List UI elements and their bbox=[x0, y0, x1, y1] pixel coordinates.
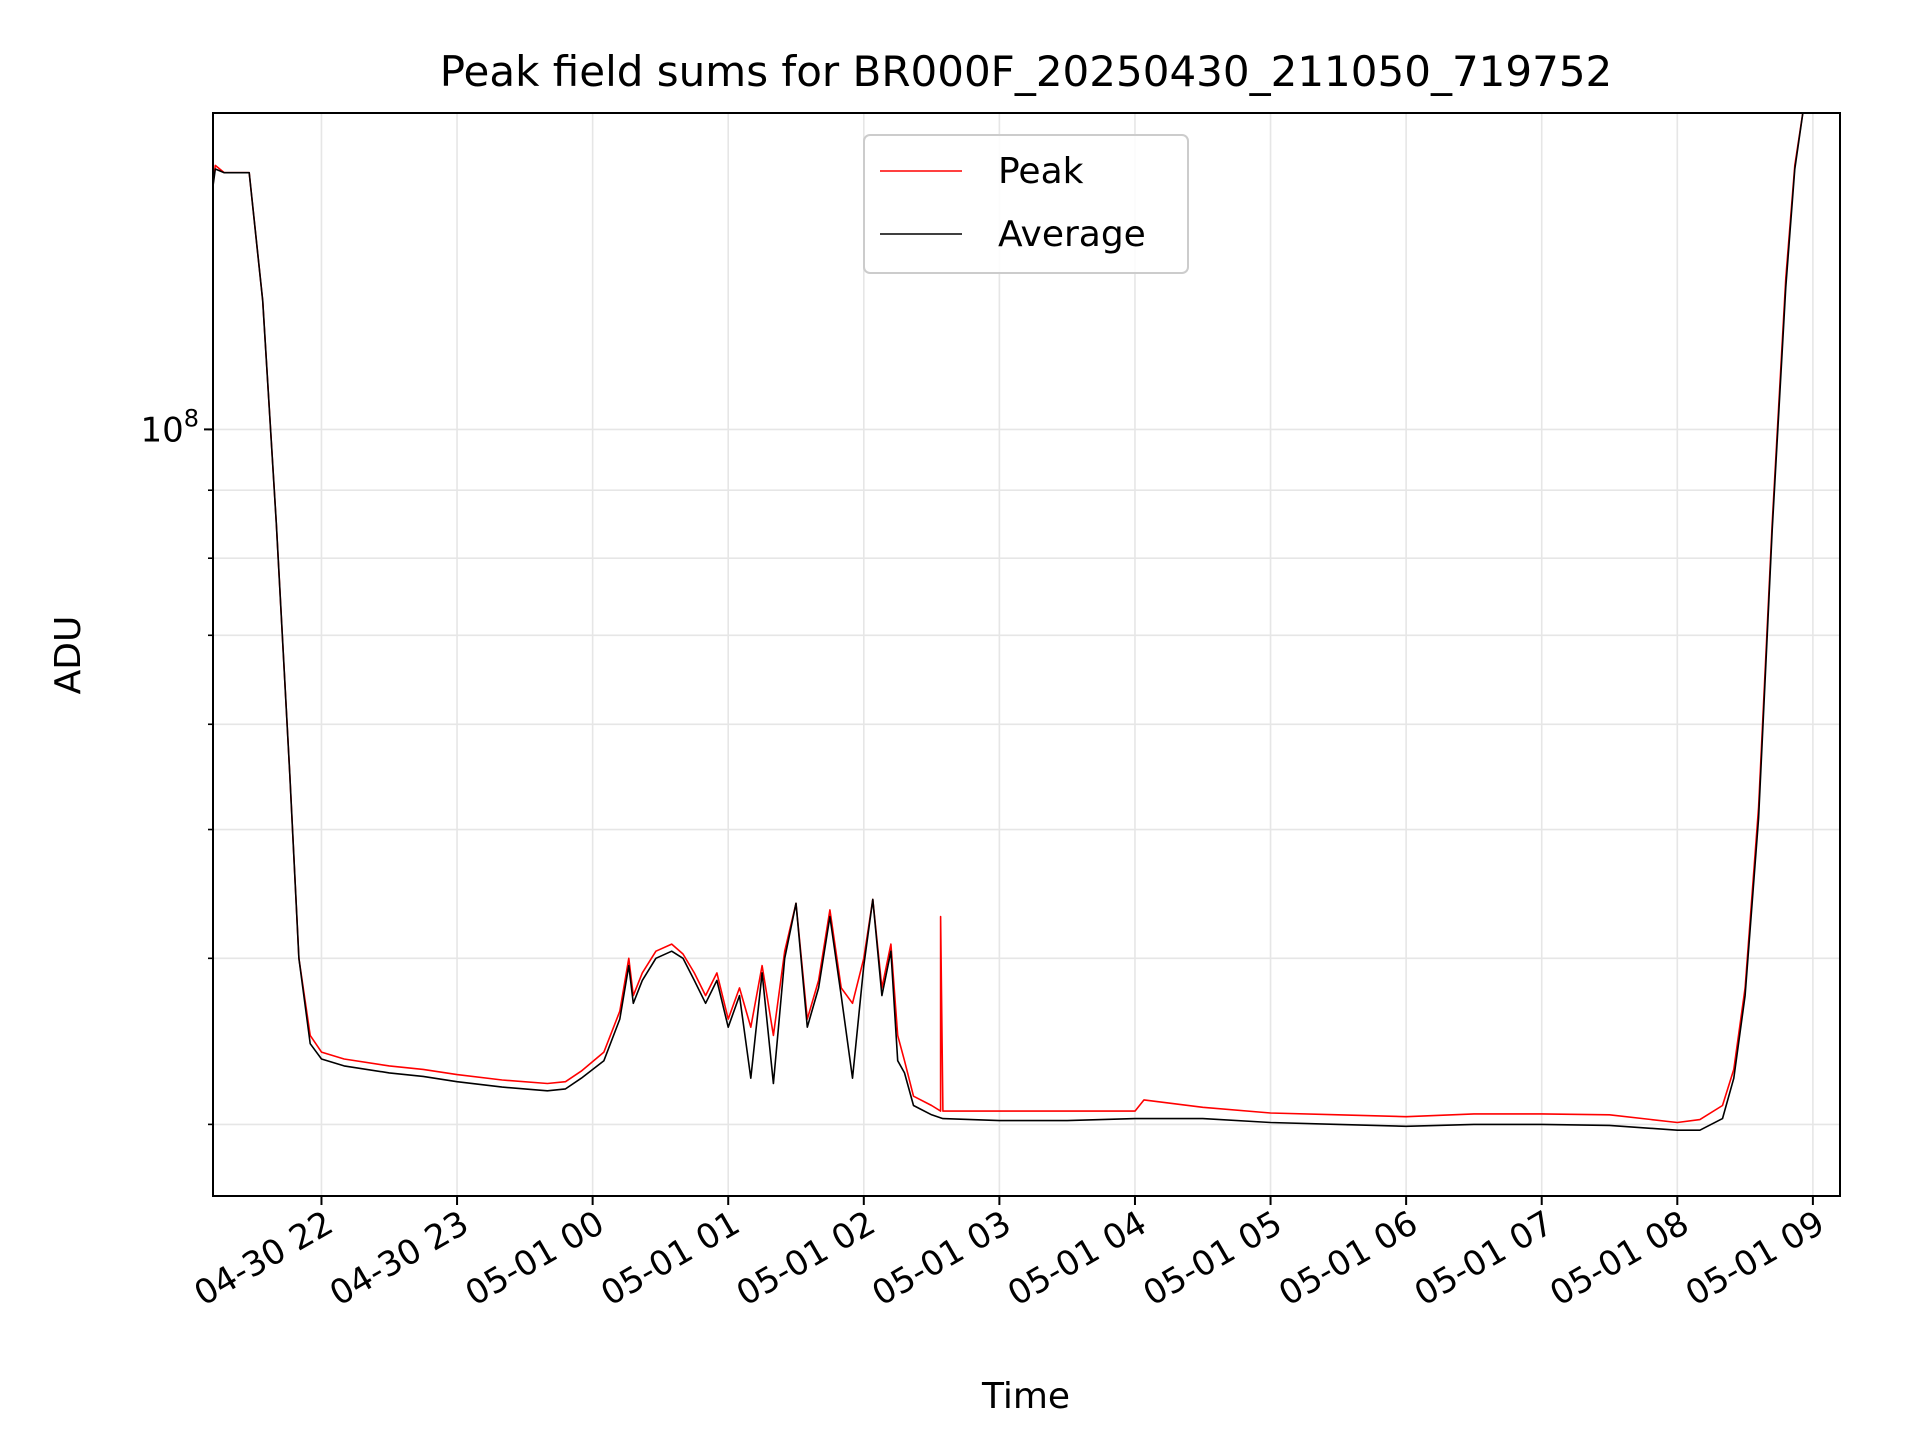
legend-label-peak: Peak bbox=[998, 151, 1084, 192]
x-axis-label: Time bbox=[981, 1376, 1070, 1417]
grid-layer bbox=[213, 113, 1840, 1196]
plot-frame bbox=[212, 112, 1841, 1197]
y-axis: 108 bbox=[140, 404, 213, 1126]
series-line-average bbox=[213, 113, 1804, 1131]
legend-label-average: Average bbox=[998, 214, 1146, 255]
legend: Peak Average bbox=[863, 134, 1189, 274]
y-axis-label: ADU bbox=[48, 616, 89, 695]
chart-title: Peak field sums for BR000F_20250430_2110… bbox=[440, 47, 1613, 96]
legend-box bbox=[863, 134, 1189, 274]
series-layer bbox=[213, 113, 1804, 1131]
y-tick-label: 108 bbox=[140, 404, 199, 450]
